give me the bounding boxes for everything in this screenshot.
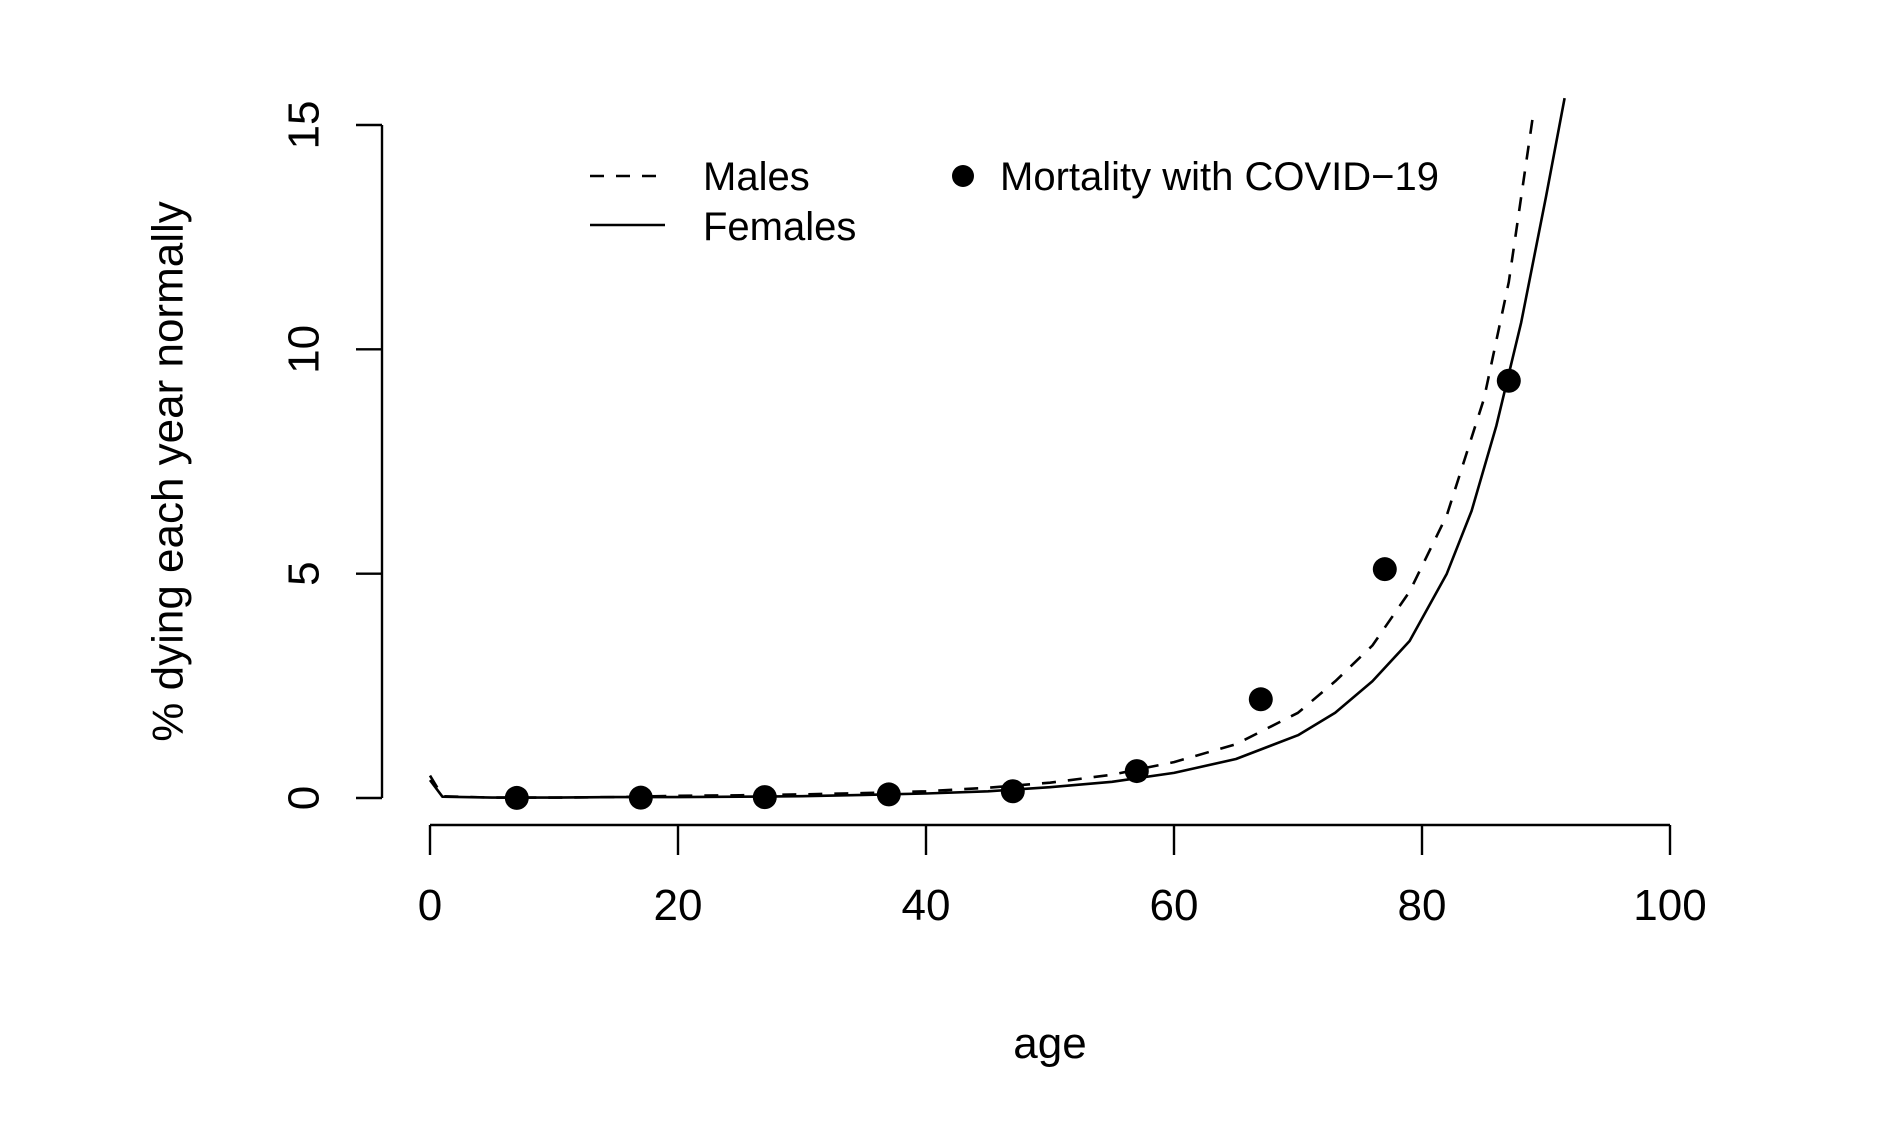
x-tick-label: 80 xyxy=(1398,881,1447,930)
covid-mortality-point xyxy=(1248,687,1273,712)
y-tick-label: 10 xyxy=(280,325,329,374)
covid-mortality-point xyxy=(876,782,901,807)
covid-mortality-point xyxy=(1496,368,1521,393)
x-tick-label: 40 xyxy=(902,881,951,930)
y-axis-title: % dying each year normally xyxy=(144,201,193,741)
covid-mortality-point xyxy=(1372,557,1397,582)
legend-males-label: Males xyxy=(703,155,810,199)
plot-series xyxy=(428,97,1566,799)
y-tick-label: 15 xyxy=(280,101,329,150)
y-axis: 0 5 10 15 xyxy=(280,101,384,810)
males-line xyxy=(428,111,1535,799)
legend-females-label: Females xyxy=(703,205,856,249)
plot-points xyxy=(504,368,1521,810)
legend-covid-swatch xyxy=(952,165,974,187)
x-tick-label: 60 xyxy=(1150,881,1199,930)
x-tick-label: 0 xyxy=(418,881,442,930)
covid-mortality-point xyxy=(752,785,777,810)
legend: Males Females Mortality with COVID−19 xyxy=(590,155,1439,249)
covid-mortality-point xyxy=(1000,779,1025,804)
covid-mortality-point xyxy=(1124,759,1149,784)
x-axis-title: age xyxy=(1013,1019,1086,1068)
x-tick-label: 100 xyxy=(1633,881,1706,930)
x-tick-label: 20 xyxy=(654,881,703,930)
y-tick-label: 5 xyxy=(280,561,329,585)
covid-mortality-point xyxy=(504,785,529,810)
y-tick-label: 0 xyxy=(280,786,329,810)
covid-mortality-point xyxy=(628,785,653,810)
females-line xyxy=(428,97,1566,799)
legend-covid-label: Mortality with COVID−19 xyxy=(1000,155,1439,199)
x-axis: 0 20 40 60 80 100 xyxy=(418,823,1707,930)
